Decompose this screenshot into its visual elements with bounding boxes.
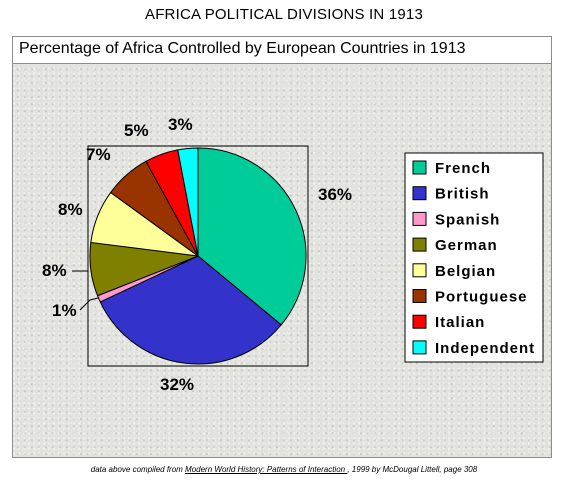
pie-slice-independent <box>177 147 199 257</box>
pie-slice-french <box>197 147 307 326</box>
data-label-italian: 5% <box>124 121 149 140</box>
legend-swatch-italian <box>412 314 427 329</box>
legend-box <box>404 152 544 363</box>
legend-swatch-spanish <box>412 211 427 226</box>
page-title: AFRICA POLITICAL DIVISIONS IN 1913 <box>144 6 423 23</box>
legend: French British Spanish German Belgian Portugu… <box>412 160 535 357</box>
pie-slices <box>89 147 307 365</box>
leader-line-spanish <box>79 297 99 311</box>
data-labels: 36% 32% 1% 8% 8% 7% 5% 3% <box>42 115 352 394</box>
chart-title: Percentage of Africa Controlled by Europ… <box>19 40 466 57</box>
data-label-british: 32% <box>160 375 194 394</box>
legend-label-spanish: Spanish <box>435 211 500 228</box>
legend-label-italian: Italian <box>435 314 485 331</box>
legend-swatch-portuguese <box>412 289 427 303</box>
plot-area-border <box>87 145 309 367</box>
legend-label-belgian: Belgian <box>435 263 496 280</box>
legend-label-independent: Independent <box>435 340 535 357</box>
data-label-belgian: 8% <box>58 200 83 219</box>
data-label-portuguese: 7% <box>86 145 111 164</box>
data-label-independent: 3% <box>168 115 193 134</box>
data-label-french: 36% <box>318 185 352 204</box>
chart-title-bar: Percentage of Africa Controlled by Europ… <box>13 37 551 64</box>
source-book-link[interactable]: Modern World History: Patterns of Intera… <box>185 465 348 474</box>
legend-swatch-french <box>412 160 427 175</box>
source-prefix: data above compiled from <box>90 465 186 474</box>
legend-label-british: British <box>435 186 490 203</box>
data-label-spanish: 1% <box>52 301 77 320</box>
legend-label-german: German <box>435 237 498 254</box>
data-label-german: 8% <box>42 261 67 280</box>
source-suffix: , 1999 by McDougal Littell, page 308 <box>347 465 478 474</box>
legend-swatch-british <box>412 186 427 201</box>
legend-label-french: French <box>435 160 491 177</box>
legend-swatch-german <box>412 237 427 252</box>
source-note: data above compiled from Modern World Hi… <box>0 465 568 474</box>
legend-label-portuguese: Portuguese <box>435 289 528 306</box>
legend-swatch-belgian <box>412 263 427 278</box>
pie-slice-british <box>99 255 282 365</box>
legend-swatch-independent <box>412 340 427 355</box>
